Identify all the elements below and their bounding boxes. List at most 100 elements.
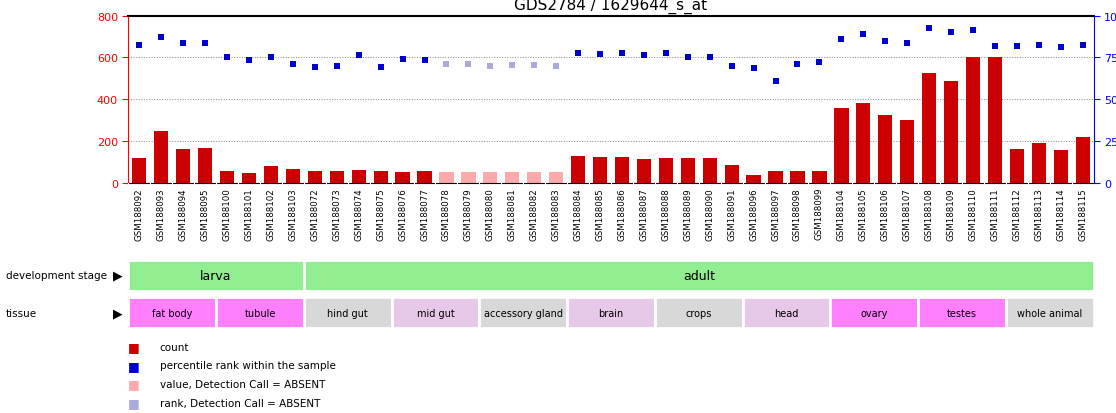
Bar — [217, 297, 304, 329]
Point — [174, 40, 192, 47]
Point — [503, 62, 521, 69]
Text: GSM188091: GSM188091 — [728, 188, 737, 240]
Bar — [440, 172, 453, 184]
Text: testes: testes — [947, 308, 976, 318]
Title: GDS2784 / 1629644_s_at: GDS2784 / 1629644_s_at — [514, 0, 708, 14]
Text: GSM188076: GSM188076 — [398, 188, 407, 240]
Point — [1074, 43, 1091, 49]
Text: fat body: fat body — [152, 308, 192, 318]
Text: GSM188103: GSM188103 — [288, 188, 297, 240]
Bar — [1010, 149, 1024, 184]
Bar — [830, 297, 918, 329]
Bar — [417, 171, 432, 184]
Text: GSM188106: GSM188106 — [881, 188, 889, 240]
Point — [635, 53, 653, 59]
Bar — [304, 297, 392, 329]
Text: GSM188095: GSM188095 — [201, 188, 210, 240]
Text: GSM188077: GSM188077 — [420, 188, 429, 240]
Text: head: head — [775, 308, 799, 318]
Text: GSM188105: GSM188105 — [859, 188, 868, 240]
Bar — [128, 297, 217, 329]
Point — [328, 63, 346, 70]
Text: GSM188113: GSM188113 — [1035, 188, 1043, 240]
Point — [547, 63, 565, 70]
Bar — [593, 158, 607, 184]
Text: GSM188090: GSM188090 — [705, 188, 714, 240]
Point — [262, 55, 280, 62]
Point — [1008, 43, 1026, 50]
Point — [131, 43, 148, 49]
Bar — [506, 172, 519, 184]
Point — [723, 63, 741, 70]
Text: GSM188092: GSM188092 — [135, 188, 144, 240]
Bar — [154, 131, 169, 184]
Text: tissue: tissue — [6, 308, 37, 318]
Bar — [128, 260, 304, 292]
Text: accessory gland: accessory gland — [483, 308, 562, 318]
Text: GSM188112: GSM188112 — [1012, 188, 1021, 240]
Text: GSM188110: GSM188110 — [969, 188, 978, 240]
Bar — [658, 159, 673, 184]
Bar — [747, 176, 761, 184]
Text: GSM188099: GSM188099 — [815, 188, 824, 240]
Text: whole animal: whole animal — [1017, 308, 1083, 318]
Point — [942, 30, 960, 36]
Bar — [549, 172, 564, 184]
Text: GSM188101: GSM188101 — [244, 188, 253, 240]
Bar — [263, 167, 278, 184]
Bar — [1006, 297, 1094, 329]
Bar — [856, 103, 870, 184]
Bar — [790, 171, 805, 184]
Point — [964, 28, 982, 34]
Text: GSM188098: GSM188098 — [793, 188, 802, 240]
Text: GSM188075: GSM188075 — [376, 188, 385, 240]
Bar — [483, 172, 498, 184]
Bar — [308, 171, 321, 184]
Point — [744, 66, 762, 72]
Bar — [392, 297, 480, 329]
Bar — [901, 121, 914, 184]
Point — [789, 61, 807, 68]
Bar — [395, 172, 410, 184]
Bar — [329, 172, 344, 184]
Text: adult: adult — [683, 269, 714, 282]
Bar — [965, 58, 980, 184]
Text: GSM188104: GSM188104 — [837, 188, 846, 240]
Text: GSM188082: GSM188082 — [530, 188, 539, 240]
Text: ■: ■ — [128, 340, 141, 354]
Bar — [1076, 138, 1090, 184]
Text: ▶: ▶ — [113, 269, 123, 282]
Bar — [198, 148, 212, 184]
Bar — [480, 297, 567, 329]
Bar — [812, 171, 827, 184]
Point — [196, 40, 214, 47]
Bar — [703, 159, 716, 184]
Bar — [655, 297, 742, 329]
Bar — [374, 172, 387, 184]
Point — [152, 34, 170, 41]
Point — [481, 63, 499, 70]
Point — [810, 59, 828, 66]
Text: GSM188084: GSM188084 — [574, 188, 583, 240]
Text: GSM188089: GSM188089 — [683, 188, 692, 240]
Text: GSM188080: GSM188080 — [485, 188, 494, 240]
Point — [306, 64, 324, 71]
Text: brain: brain — [598, 308, 624, 318]
Text: GSM188093: GSM188093 — [156, 188, 166, 240]
Point — [591, 52, 609, 59]
Text: GSM188085: GSM188085 — [596, 188, 605, 240]
Text: GSM188072: GSM188072 — [310, 188, 319, 240]
Text: GSM188073: GSM188073 — [333, 188, 341, 240]
Bar — [567, 297, 655, 329]
Text: ■: ■ — [128, 377, 141, 391]
Point — [898, 40, 916, 47]
Text: GSM188087: GSM188087 — [639, 188, 648, 240]
Text: ■: ■ — [128, 396, 141, 409]
Bar — [176, 149, 191, 184]
Bar — [835, 109, 848, 184]
Text: ovary: ovary — [860, 308, 888, 318]
Text: GSM188094: GSM188094 — [179, 188, 187, 240]
Text: hind gut: hind gut — [327, 308, 368, 318]
Bar — [132, 159, 146, 184]
Point — [679, 55, 696, 62]
